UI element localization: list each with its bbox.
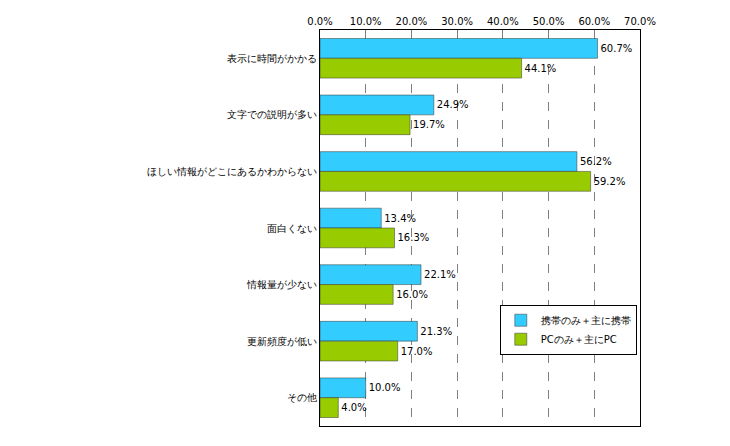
- svg-text:60.7%: 60.7%: [600, 43, 632, 54]
- svg-text:その他: その他: [287, 392, 317, 403]
- svg-text:59.2%: 59.2%: [594, 176, 626, 187]
- svg-text:60.0%: 60.0%: [578, 16, 610, 27]
- svg-text:16.0%: 16.0%: [396, 289, 428, 300]
- svg-text:文字での説明が多い: 文字での説明が多い: [227, 109, 317, 120]
- svg-text:24.9%: 24.9%: [437, 99, 469, 110]
- svg-text:10.0%: 10.0%: [369, 382, 401, 393]
- svg-text:携帯のみ＋主に携帯: 携帯のみ＋主に携帯: [541, 315, 631, 326]
- svg-text:17.0%: 17.0%: [401, 346, 433, 357]
- svg-text:表示に時間がかかる: 表示に時間がかかる: [227, 53, 317, 64]
- svg-text:0.0%: 0.0%: [307, 16, 332, 27]
- svg-text:21.3%: 21.3%: [420, 326, 452, 337]
- svg-text:PCのみ＋主にPC: PCのみ＋主にPC: [541, 334, 617, 345]
- svg-text:22.1%: 22.1%: [424, 269, 456, 280]
- svg-text:30.0%: 30.0%: [441, 16, 473, 27]
- svg-text:10.0%: 10.0%: [350, 16, 382, 27]
- svg-text:56.2%: 56.2%: [580, 156, 612, 167]
- svg-text:更新頻度が低い: 更新頻度が低い: [247, 336, 317, 347]
- svg-text:50.0%: 50.0%: [533, 16, 565, 27]
- svg-text:ほしい情報がどこにあるかわからない: ほしい情報がどこにあるかわからない: [147, 166, 317, 177]
- svg-text:70.0%: 70.0%: [624, 16, 656, 27]
- svg-text:19.7%: 19.7%: [413, 119, 445, 130]
- svg-text:16.3%: 16.3%: [398, 232, 430, 243]
- svg-text:20.0%: 20.0%: [396, 16, 428, 27]
- svg-text:情報量が少ない: 情報量が少ない: [246, 279, 317, 290]
- svg-text:13.4%: 13.4%: [384, 213, 416, 224]
- svg-text:面白くない: 面白くない: [267, 223, 317, 234]
- svg-text:44.1%: 44.1%: [525, 63, 557, 74]
- svg-text:40.0%: 40.0%: [487, 16, 519, 27]
- svg-text:4.0%: 4.0%: [341, 402, 366, 413]
